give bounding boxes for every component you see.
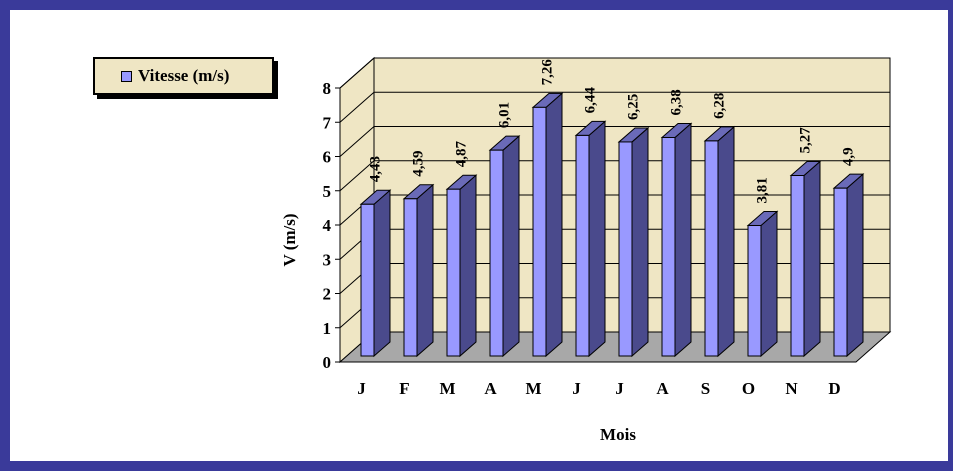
x-tick-label: J bbox=[615, 379, 624, 398]
data-label: 5,27 bbox=[798, 127, 814, 154]
data-label: 4,9 bbox=[841, 147, 857, 166]
gridline bbox=[339, 91, 890, 123]
y-tick-label: 6 bbox=[323, 148, 332, 167]
gridline bbox=[339, 57, 890, 89]
y-tick-label: 2 bbox=[323, 285, 332, 304]
y-tick-label: 4 bbox=[323, 216, 332, 235]
y-tick-label: 8 bbox=[323, 79, 332, 98]
y-tick-label: 3 bbox=[323, 250, 332, 269]
bar-side bbox=[631, 126, 649, 358]
y-tick-label: 5 bbox=[323, 182, 332, 201]
x-tick-label: N bbox=[785, 379, 798, 398]
y-tick-label: 1 bbox=[323, 319, 332, 338]
gridline bbox=[339, 126, 890, 157]
bar bbox=[446, 188, 461, 357]
bar-side bbox=[674, 122, 692, 358]
bar-side bbox=[373, 189, 391, 358]
data-label: 3,81 bbox=[755, 177, 771, 203]
y-axis-title: V (m/s) bbox=[280, 213, 299, 266]
bar bbox=[833, 187, 848, 357]
bar bbox=[403, 198, 418, 357]
data-label: 6,01 bbox=[497, 102, 513, 128]
x-tick-label: O bbox=[742, 379, 755, 398]
x-tick-label: M bbox=[439, 379, 455, 398]
x-tick-label: F bbox=[399, 379, 409, 398]
bar-side bbox=[846, 173, 864, 358]
frame-right-edge bbox=[953, 0, 958, 471]
legend-swatch bbox=[121, 70, 132, 82]
x-tick-label: S bbox=[701, 379, 710, 398]
bar bbox=[532, 106, 547, 357]
bar bbox=[704, 140, 719, 357]
data-label: 4,43 bbox=[368, 156, 384, 182]
bar bbox=[360, 203, 375, 357]
bar bbox=[618, 141, 633, 357]
x-tick-label: J bbox=[572, 379, 581, 398]
x-tick-label: M bbox=[525, 379, 541, 398]
bar-side bbox=[416, 183, 434, 358]
bar-side bbox=[760, 210, 778, 358]
bar-side bbox=[588, 120, 606, 358]
bar-side bbox=[717, 125, 735, 358]
bar-side bbox=[803, 160, 821, 358]
bar-side bbox=[502, 135, 520, 358]
x-tick-label: J bbox=[357, 379, 366, 398]
bar bbox=[747, 225, 762, 357]
x-tick-label: A bbox=[656, 379, 669, 398]
y-tick-label: 0 bbox=[323, 353, 332, 372]
x-tick-label: A bbox=[484, 379, 497, 398]
data-label: 4,87 bbox=[454, 140, 470, 167]
data-label: 6,25 bbox=[626, 94, 642, 120]
bar bbox=[489, 149, 504, 357]
legend-label: Vitesse (m/s) bbox=[138, 66, 230, 85]
data-label: 6,44 bbox=[583, 87, 599, 114]
data-label: 6,28 bbox=[712, 93, 728, 119]
bar bbox=[575, 134, 590, 357]
data-label: 7,26 bbox=[540, 59, 556, 86]
legend: Vitesse (m/s) bbox=[93, 57, 274, 95]
data-label: 6,38 bbox=[669, 89, 685, 115]
x-tick-label: D bbox=[828, 379, 840, 398]
bar bbox=[661, 136, 676, 357]
bar-side bbox=[545, 92, 563, 358]
data-label: 4,59 bbox=[411, 151, 427, 177]
bar bbox=[790, 175, 805, 357]
bar-side bbox=[459, 174, 477, 358]
x-axis-title: Mois bbox=[600, 425, 636, 444]
y-tick-label: 7 bbox=[323, 113, 332, 132]
